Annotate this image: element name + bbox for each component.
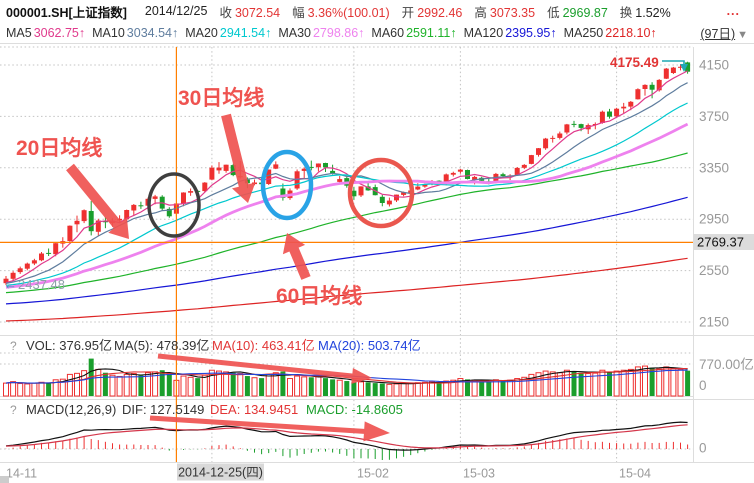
quote-field-high: 高 3073.35	[474, 5, 536, 20]
macd-indicator-name: MACD(12,26,9)	[26, 402, 116, 417]
quote-date: 2014/12/25	[144, 4, 208, 18]
symbol-name: 000001.SH[上证指数]	[6, 5, 127, 20]
price-axis-tick: 2150	[699, 314, 729, 329]
quote-field-low: 低 2969.87	[547, 5, 608, 20]
quote-field-close: 收 3072.54	[219, 5, 281, 20]
period-selector[interactable]: (97日) ▼	[700, 27, 748, 41]
macd-dea-value: DEA: 134.9451	[210, 402, 298, 417]
quote-info-bar: 000001.SH[上证指数] 2014/12/25 收 3072.54 幅 3.3…	[0, 0, 754, 22]
red-circle-annotation	[347, 157, 415, 229]
x-axis-label: 14-11	[6, 467, 37, 481]
corner-chip	[0, 476, 9, 483]
black-circle-annotation	[147, 172, 201, 238]
price-axis-tick: 2550	[699, 263, 729, 278]
crosshair-date-label: 2014-12-25(四)	[178, 466, 263, 480]
crosshair-price-label: 2769.37	[697, 235, 744, 250]
volume-axis-max-tick: 770.00亿	[699, 357, 754, 372]
annotation-ma20-label: 20日均线	[16, 136, 102, 160]
high-point-arrow-icon	[680, 64, 688, 72]
price-axis-tick: 3750	[699, 109, 729, 124]
annotation-arrow	[66, 163, 129, 239]
macd-help-icon[interactable]: ?	[10, 403, 17, 417]
quote-field-open: 开 2992.46	[401, 5, 463, 20]
more-button[interactable]: ...	[726, 4, 740, 18]
candlestick-pane	[3, 61, 691, 322]
ma5-legend: MA5 3062.75↑	[6, 25, 86, 40]
chevron-down-icon[interactable]: ▼	[737, 29, 748, 41]
high-point-label: 4175.49	[610, 55, 659, 70]
crosshair	[0, 47, 693, 462]
macd-pane	[5, 421, 689, 460]
low-point-arrow-icon: ←	[4, 277, 17, 292]
price-axis-tick: 4150	[699, 58, 729, 73]
volume-axis-zero-tick: 0	[699, 378, 707, 393]
ma250-legend: MA250 2218.10↑	[563, 25, 657, 40]
volume-help-icon[interactable]: ?	[10, 339, 17, 353]
blue-circle-annotation	[260, 149, 314, 221]
volume-ma10-value: MA(10): 463.41亿	[212, 338, 315, 353]
crosshair-price-label-bg	[694, 234, 754, 250]
top-bars: 000001.SH[上证指数] 2014/12/25 收 3072.54 幅 3.3…	[0, 0, 754, 44]
macd-axis-zero-tick: 0	[699, 441, 707, 456]
low-point-label: 2437.48	[18, 277, 65, 292]
x-axis-label: 15-02	[357, 467, 389, 481]
annotation-arrow	[157, 353, 372, 384]
crosshair-date-label-bg	[177, 463, 264, 481]
ma60-legend: MA60 2591.11↑	[371, 25, 457, 40]
high-point-arrow-icon	[662, 60, 685, 64]
macd-dif-value: DIF: 127.5149	[122, 402, 204, 417]
annotation-arrow	[282, 233, 311, 280]
ma10-legend: MA10 3034.54↑	[92, 25, 179, 40]
ma30-legend: MA30 2798.86↑	[278, 25, 365, 40]
annotation-ma30-label: 30日均线	[178, 86, 264, 110]
x-axis-label: 15-04	[619, 467, 651, 481]
quote-field-turnover: 换 1.52%	[619, 5, 671, 20]
annotation-ma60-label: 60日均线	[276, 284, 362, 308]
ma120-legend: MA120 2395.95↑	[463, 25, 557, 40]
volume-ma20-value: MA(20): 503.74亿	[318, 338, 421, 353]
price-axis-tick: 2950	[699, 212, 729, 227]
price-axis-tick: 3350	[699, 160, 729, 175]
volume-pane	[3, 358, 691, 397]
annotation-shapes	[66, 60, 688, 442]
annotation-arrow	[149, 415, 390, 442]
volume-value: VOL: 376.95亿	[26, 338, 112, 353]
ma20-legend: MA20 2941.54↑	[185, 25, 272, 40]
annotation-arrow	[221, 113, 256, 203]
quote-field-change: 幅 3.36%(100.01)	[292, 5, 390, 20]
chart-grid	[0, 46, 754, 463]
volume-ma5-value: MA(5): 478.39亿	[114, 338, 209, 353]
ma-legend-bar: MA5 3062.75↑ MA10 3034.54↑ MA20 2941.54↑ MA…	[0, 22, 754, 44]
x-axis-label: 15-03	[463, 467, 495, 481]
macd-value: MACD: -14.8605	[306, 402, 403, 417]
